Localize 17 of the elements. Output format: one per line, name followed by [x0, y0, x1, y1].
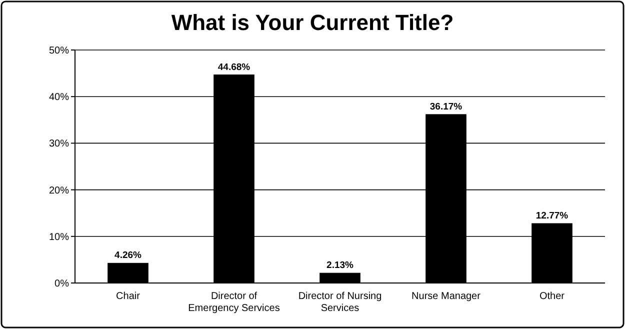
- x-tick-label: Nurse Manager: [412, 291, 482, 302]
- y-tick-label: 50%: [48, 46, 70, 56]
- x-tick-label: Other: [539, 291, 566, 302]
- y-tick-label: 0%: [54, 278, 70, 290]
- y-tick-label: 20%: [48, 185, 70, 196]
- data-label: 12.77%: [536, 210, 569, 222]
- y-tick-label: 40%: [48, 92, 70, 104]
- x-tick-label: Director of Nursing Services: [298, 291, 382, 314]
- data-label: 4.26%: [114, 250, 142, 262]
- data-label: 2.13%: [326, 260, 354, 272]
- x-tick-label: Chair: [116, 291, 141, 302]
- data-label: 36.17%: [430, 101, 463, 112]
- chart-title: What is Your Current Title?: [171, 10, 454, 35]
- y-tick-label: 10%: [48, 232, 70, 243]
- x-tick-label: Director of Emergency Services: [188, 291, 280, 314]
- y-tick-label: 30%: [48, 138, 70, 150]
- data-label: 44.68%: [218, 62, 251, 73]
